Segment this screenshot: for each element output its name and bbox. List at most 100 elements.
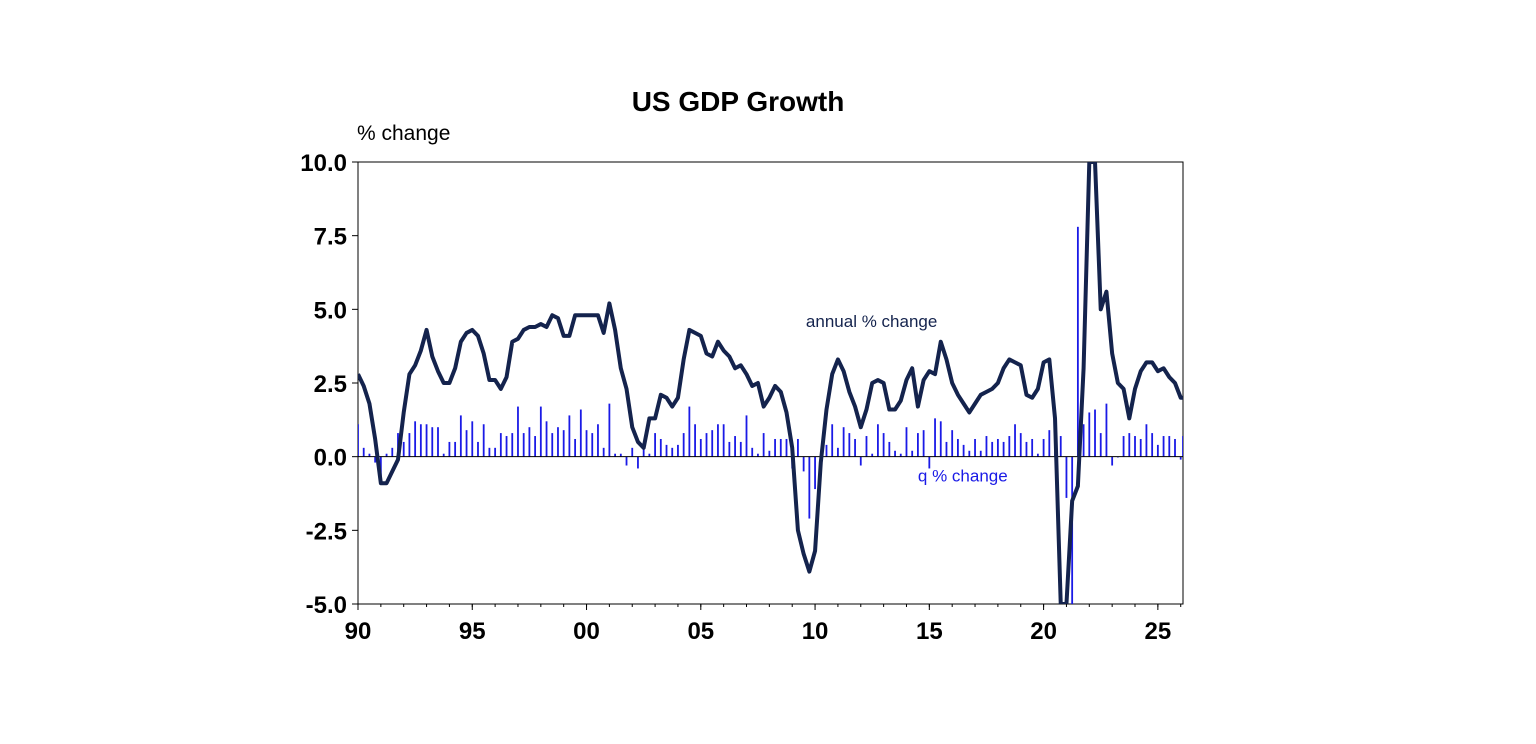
q-bar-16: [448, 441, 451, 457]
q-bar-30: [528, 427, 531, 457]
q-bar-10: [414, 421, 417, 457]
q-bar-105: [957, 438, 959, 457]
q-bar-142: [1168, 436, 1171, 457]
q-bar-62: [711, 430, 714, 457]
q-bar-97: [911, 450, 914, 457]
x-tick-label-3: 05: [687, 618, 714, 645]
q-bar-143: [1174, 438, 1176, 457]
q-bar-80: [814, 456, 816, 490]
q-bar-26: [505, 436, 508, 457]
q-bar-50: [642, 447, 645, 457]
q-bar-87: [854, 438, 856, 457]
annotation-quarterly: q % change: [918, 467, 1008, 486]
q-bar-40: [585, 430, 588, 457]
q-bar-36: [562, 430, 565, 457]
q-bar-111: [991, 441, 994, 457]
q-bar-107: [968, 450, 971, 457]
q-bar-135: [1128, 433, 1131, 457]
q-bar-85: [842, 427, 845, 457]
q-bar-84: [837, 447, 839, 457]
q-bar-38: [574, 438, 577, 457]
q-bar-98: [917, 433, 919, 457]
q-bar-145: [1182, 436, 1183, 457]
q-bar-57: [682, 433, 685, 457]
q-bar-120: [1042, 438, 1045, 457]
q-bar-119: [1036, 453, 1039, 457]
q-bar-61: [705, 433, 708, 457]
q-bar-21: [477, 441, 479, 457]
q-bar-144: [1179, 456, 1182, 460]
q-bar-75: [785, 438, 788, 457]
q-bar-117: [1025, 441, 1028, 457]
y-axis-unit-label: % change: [357, 122, 450, 145]
q-bar-102: [939, 421, 942, 457]
q-bar-67: [739, 441, 742, 457]
q-bar-27: [511, 433, 514, 457]
q-bar-115: [1014, 424, 1016, 457]
q-bar-77: [797, 438, 799, 457]
q-bar-28: [517, 406, 519, 457]
q-bar-54: [665, 444, 668, 457]
q-bar-12: [425, 424, 428, 457]
q-bar-73: [774, 438, 776, 457]
y-tick-label-5: -2.5: [306, 518, 347, 545]
q-bar-34: [551, 433, 554, 457]
x-tick-label-0: 90: [345, 618, 372, 645]
quarterly-bars: [358, 226, 1183, 604]
x-tick-label-6: 20: [1030, 618, 1057, 645]
q-bar-95: [899, 453, 902, 457]
q-bar-89: [865, 436, 868, 457]
q-bar-86: [848, 433, 851, 457]
q-bar-9: [408, 433, 411, 457]
q-bar-66: [734, 436, 736, 457]
x-tick-label-2: 00: [573, 618, 600, 645]
q-bar-33: [545, 421, 548, 457]
q-bar-130: [1099, 433, 1102, 457]
q-bar-126: [1076, 226, 1079, 457]
q-bar-44: [608, 403, 611, 457]
q-bar-70: [757, 453, 759, 457]
q-bar-19: [465, 430, 468, 457]
q-bar-52: [654, 433, 656, 457]
q-bar-6: [391, 447, 394, 457]
q-bar-64: [722, 424, 725, 457]
q-bar-72: [768, 450, 771, 457]
q-bar-109: [979, 450, 982, 457]
y-tick-label-6: -5.0: [306, 592, 347, 619]
q-bar-90: [871, 453, 874, 457]
q-bar-68: [745, 415, 748, 457]
q-bar-32: [539, 406, 542, 457]
q-bar-113: [1002, 441, 1005, 457]
q-bar-24: [494, 447, 497, 457]
q-bar-92: [882, 433, 885, 457]
q-bar-140: [1156, 444, 1159, 457]
y-tick-label-3: 2.5: [314, 371, 347, 398]
q-bar-48: [631, 447, 634, 457]
q-bar-14: [437, 427, 439, 457]
q-bar-127: [1082, 424, 1085, 457]
q-bar-31: [534, 436, 537, 457]
q-bar-100: [928, 456, 931, 469]
q-bar-51: [648, 453, 651, 457]
q-bar-58: [688, 406, 691, 457]
q-bar-8: [402, 441, 405, 457]
q-bar-74: [779, 438, 782, 457]
q-bar-134: [1122, 436, 1125, 457]
q-bar-82: [825, 444, 828, 457]
q-bar-129: [1094, 409, 1096, 457]
q-bar-131: [1105, 403, 1108, 457]
q-bar-99: [922, 430, 925, 457]
q-bar-20: [471, 421, 474, 457]
q-bar-94: [894, 450, 896, 457]
q-bar-136: [1134, 436, 1136, 457]
q-bar-91: [877, 424, 879, 457]
q-bar-138: [1145, 424, 1148, 457]
q-bar-25: [499, 433, 502, 457]
q-bar-0: [358, 424, 359, 457]
q-bar-53: [659, 438, 662, 457]
q-bar-39: [579, 409, 582, 457]
y-tick-label-2: 5.0: [314, 297, 347, 324]
q-bar-141: [1162, 436, 1165, 457]
x-tick-label-1: 95: [459, 618, 486, 645]
q-bar-47: [625, 456, 628, 466]
